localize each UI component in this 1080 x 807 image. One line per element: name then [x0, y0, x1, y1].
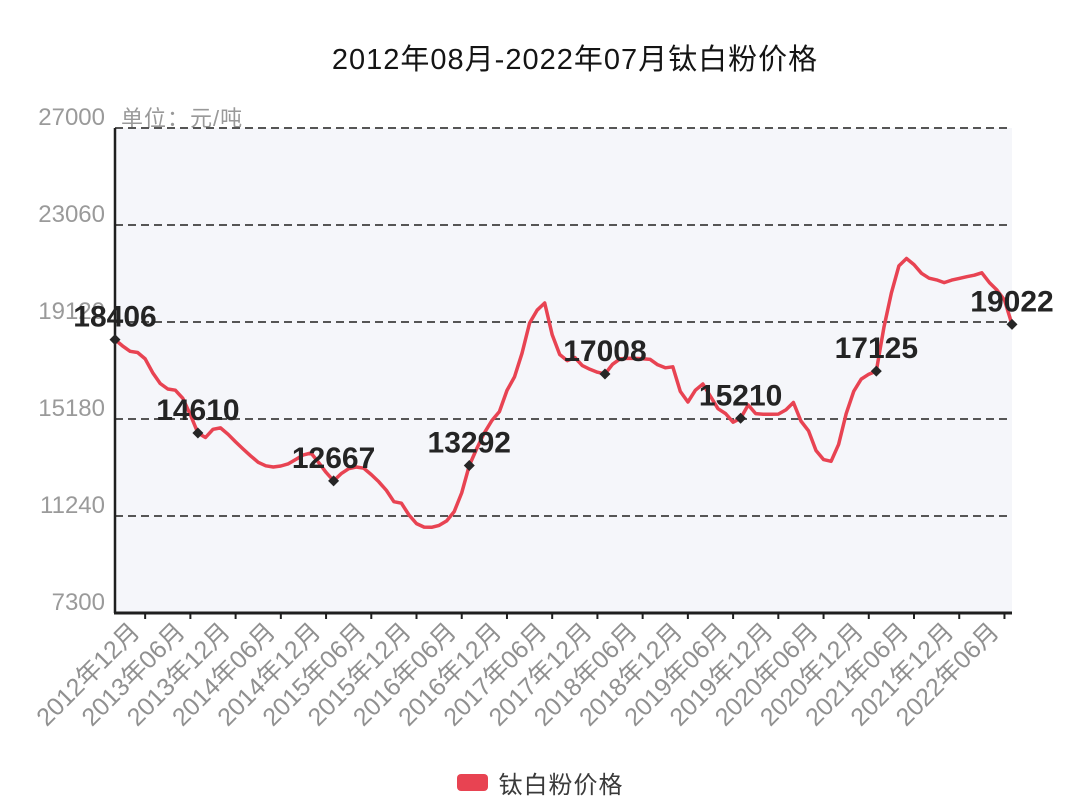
- svg-text:7300: 7300: [52, 589, 105, 616]
- svg-text:19120: 19120: [38, 298, 105, 325]
- svg-text:17125: 17125: [835, 332, 918, 365]
- svg-text:13292: 13292: [428, 426, 511, 459]
- svg-text:17008: 17008: [563, 335, 646, 368]
- svg-text:12667: 12667: [292, 442, 375, 475]
- svg-text:19022: 19022: [970, 285, 1053, 318]
- svg-text:23060: 23060: [38, 201, 105, 228]
- unit-label: 单位：元/吨: [121, 106, 244, 131]
- price-line-chart[interactable]: 730011240151801912023060270002012年12月201…: [0, 0, 1080, 760]
- svg-text:18406: 18406: [73, 301, 156, 334]
- svg-text:27000: 27000: [38, 104, 105, 131]
- legend-swatch-icon: [456, 774, 488, 791]
- legend-item[interactable]: 钛白粉价格: [0, 765, 1080, 800]
- svg-text:11240: 11240: [40, 492, 105, 519]
- svg-text:14610: 14610: [156, 394, 239, 427]
- legend-label: 钛白粉价格: [498, 772, 624, 799]
- chart-title: 2012年08月-2022年07月钛白粉价格: [331, 44, 819, 76]
- svg-text:15210: 15210: [699, 379, 782, 412]
- svg-text:15180: 15180: [38, 395, 105, 422]
